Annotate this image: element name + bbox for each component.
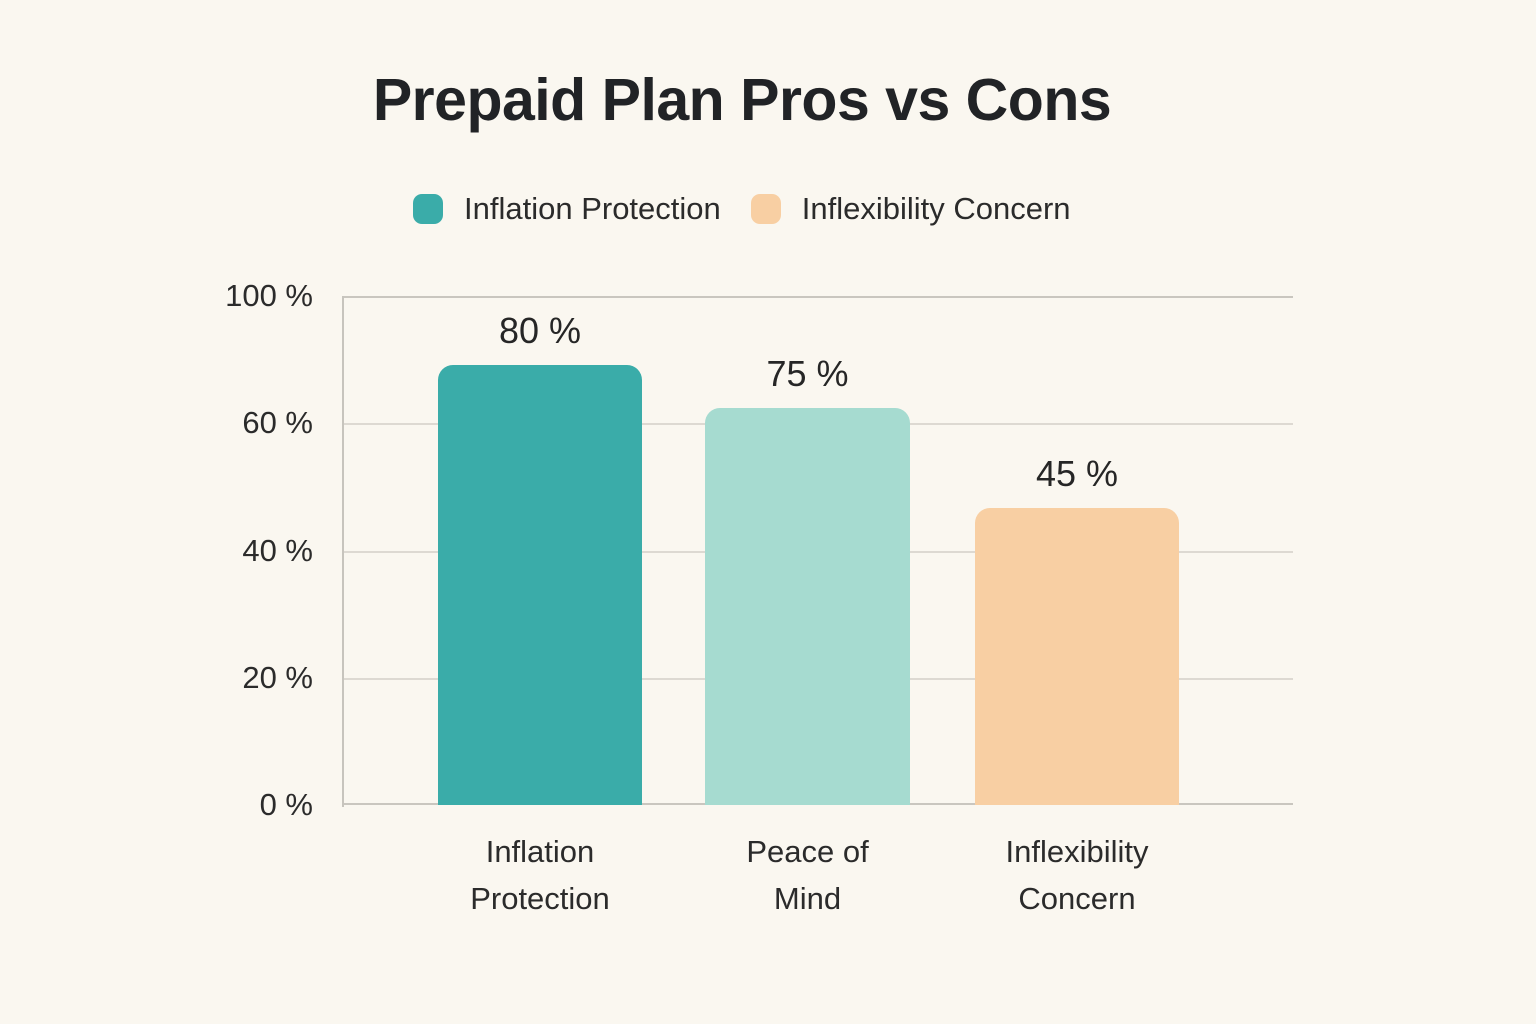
y-tick-label-20: 20 % — [242, 660, 313, 695]
legend-label-inflexibility-concern: Inflexibility Concern — [801, 191, 1071, 226]
legend-label-inflation-protection: Inflation Protection — [464, 191, 721, 226]
x-axis-label-line: Mind — [773, 881, 842, 916]
legend-swatch-inflexibility-concern — [750, 194, 781, 224]
x-axis-label-line: Protection — [470, 881, 610, 916]
y-tick-label-40: 40 % — [242, 533, 313, 568]
x-axis-label-inflexibility-concern: Inflexibility Concern — [975, 828, 1179, 922]
x-axis-label-line: Inflexibility — [1005, 834, 1149, 869]
x-axis-label-peace-of-mind: Peace of Mind — [705, 828, 910, 922]
bar-value-label-inflexibility-concern: 45 % — [1035, 453, 1119, 494]
legend-item-inflation-protection: Inflation Protection — [413, 191, 721, 227]
bar-value-label-peace-of-mind: 75 % — [766, 353, 849, 394]
x-axis-label-line: Concern — [1018, 881, 1136, 916]
y-tick-label-0: 0 % — [259, 787, 313, 822]
x-axis-label-inflation-protection: Inflation Protection — [438, 828, 642, 922]
y-axis-line — [342, 296, 344, 807]
bar-inflexibility-concern — [975, 508, 1179, 805]
y-tick-label-60: 60 % — [242, 405, 313, 440]
x-axis-label-line: Peace of — [746, 834, 869, 869]
legend-swatch-inflation-protection — [413, 194, 443, 224]
chart-title: Prepaid Plan Pros vs Cons — [372, 67, 1112, 133]
legend-item-inflexibility-concern: Inflexibility Concern — [750, 191, 1071, 227]
legend: Inflation Protection Inflexibility Conce… — [413, 191, 1071, 227]
x-axis-label-line: Inflation — [485, 834, 595, 869]
bar-inflation-protection — [438, 365, 642, 805]
y-tick-label-100: 100 % — [225, 278, 313, 313]
plot-area: 80 % 75 % 45 % — [344, 296, 1293, 805]
bar-peace-of-mind — [705, 408, 910, 805]
bar-value-label-inflation-protection: 80 % — [498, 310, 582, 351]
gridline-100 — [344, 296, 1293, 298]
